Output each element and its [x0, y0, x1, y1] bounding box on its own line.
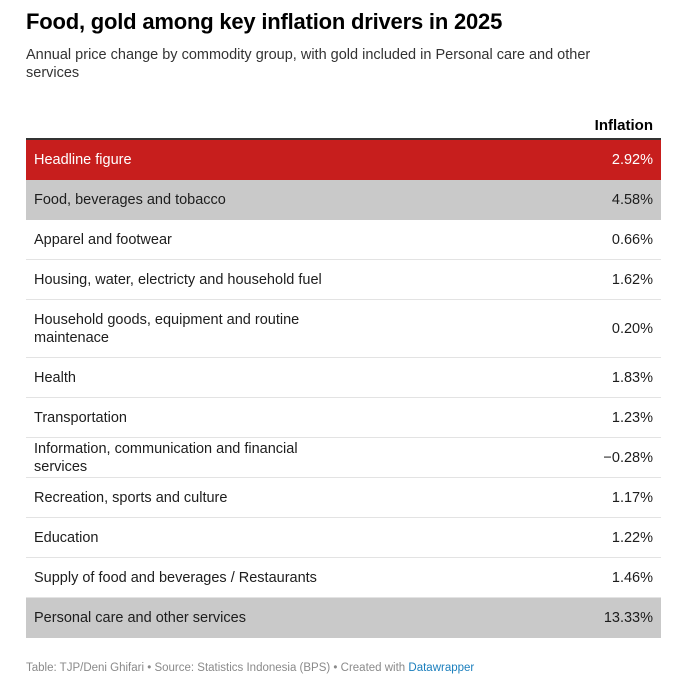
table-row: Transportation 1.23% — [26, 398, 661, 438]
table-row: Household goods, equipment and routine m… — [26, 300, 661, 358]
row-label: Housing, water, electricty and household… — [34, 271, 322, 288]
row-value: 1.46% — [611, 569, 653, 586]
table-row: Apparel and footwear 0.66% — [26, 220, 661, 260]
row-label: Education — [34, 529, 99, 546]
datawrapper-link[interactable]: Datawrapper — [408, 662, 475, 674]
footer-credit: Table: TJP/Deni Ghifari • Source: Statis… — [26, 662, 474, 674]
row-label: Transportation — [34, 409, 127, 426]
row-value: 13.33% — [603, 610, 653, 626]
column-header-label: Inflation — [594, 116, 653, 134]
chart-title: Food, gold among key inflation drivers i… — [26, 9, 503, 34]
table-row: Food, beverages and tobacco 4.58% — [26, 180, 661, 220]
table-row: Supply of food and beverages / Restauran… — [26, 558, 661, 598]
row-label: Apparel and footwear — [34, 231, 172, 248]
row-label: Supply of food and beverages / Restauran… — [34, 569, 317, 586]
row-value: −0.28% — [603, 449, 653, 466]
row-label: Food, beverages and tobacco — [34, 192, 226, 208]
table-row: Personal care and other services 13.33% — [26, 598, 661, 638]
row-value: 0.20% — [611, 320, 653, 337]
table-row: Information, communication and financial… — [26, 438, 661, 478]
row-label: Household goods, equipment and routine m… — [34, 311, 300, 346]
row-value: 1.83% — [611, 369, 653, 386]
row-label: Information, communication and financial… — [34, 440, 298, 475]
footer-credit-text: Table: TJP/Deni Ghifari • Source: Statis… — [26, 662, 409, 674]
table-row: Health 1.83% — [26, 358, 661, 398]
row-value: 1.22% — [611, 529, 653, 546]
row-label: Personal care and other services — [34, 610, 246, 626]
column-header: Inflation — [26, 112, 661, 140]
row-label: Health — [34, 369, 76, 386]
row-value: 1.62% — [611, 271, 653, 288]
inflation-table: Inflation Headline figure 2.92% Food, beve… — [26, 112, 661, 638]
row-value: 1.17% — [611, 489, 653, 506]
row-label: Headline figure — [34, 152, 132, 168]
chart-subtitle: Annual price change by commodity group, … — [26, 47, 591, 81]
table-row: Recreation, sports and culture 1.17% — [26, 478, 661, 518]
table-row: Housing, water, electricty and household… — [26, 260, 661, 300]
table-row: Headline figure 2.92% — [26, 140, 661, 180]
row-label: Recreation, sports and culture — [34, 489, 228, 506]
row-value: 4.58% — [611, 192, 653, 208]
table-row: Education 1.22% — [26, 518, 661, 558]
table-body: Headline figure 2.92% Food, beverages and … — [26, 140, 661, 638]
row-value: 0.66% — [611, 231, 653, 248]
row-value: 2.92% — [611, 152, 653, 168]
row-value: 1.23% — [611, 409, 653, 426]
